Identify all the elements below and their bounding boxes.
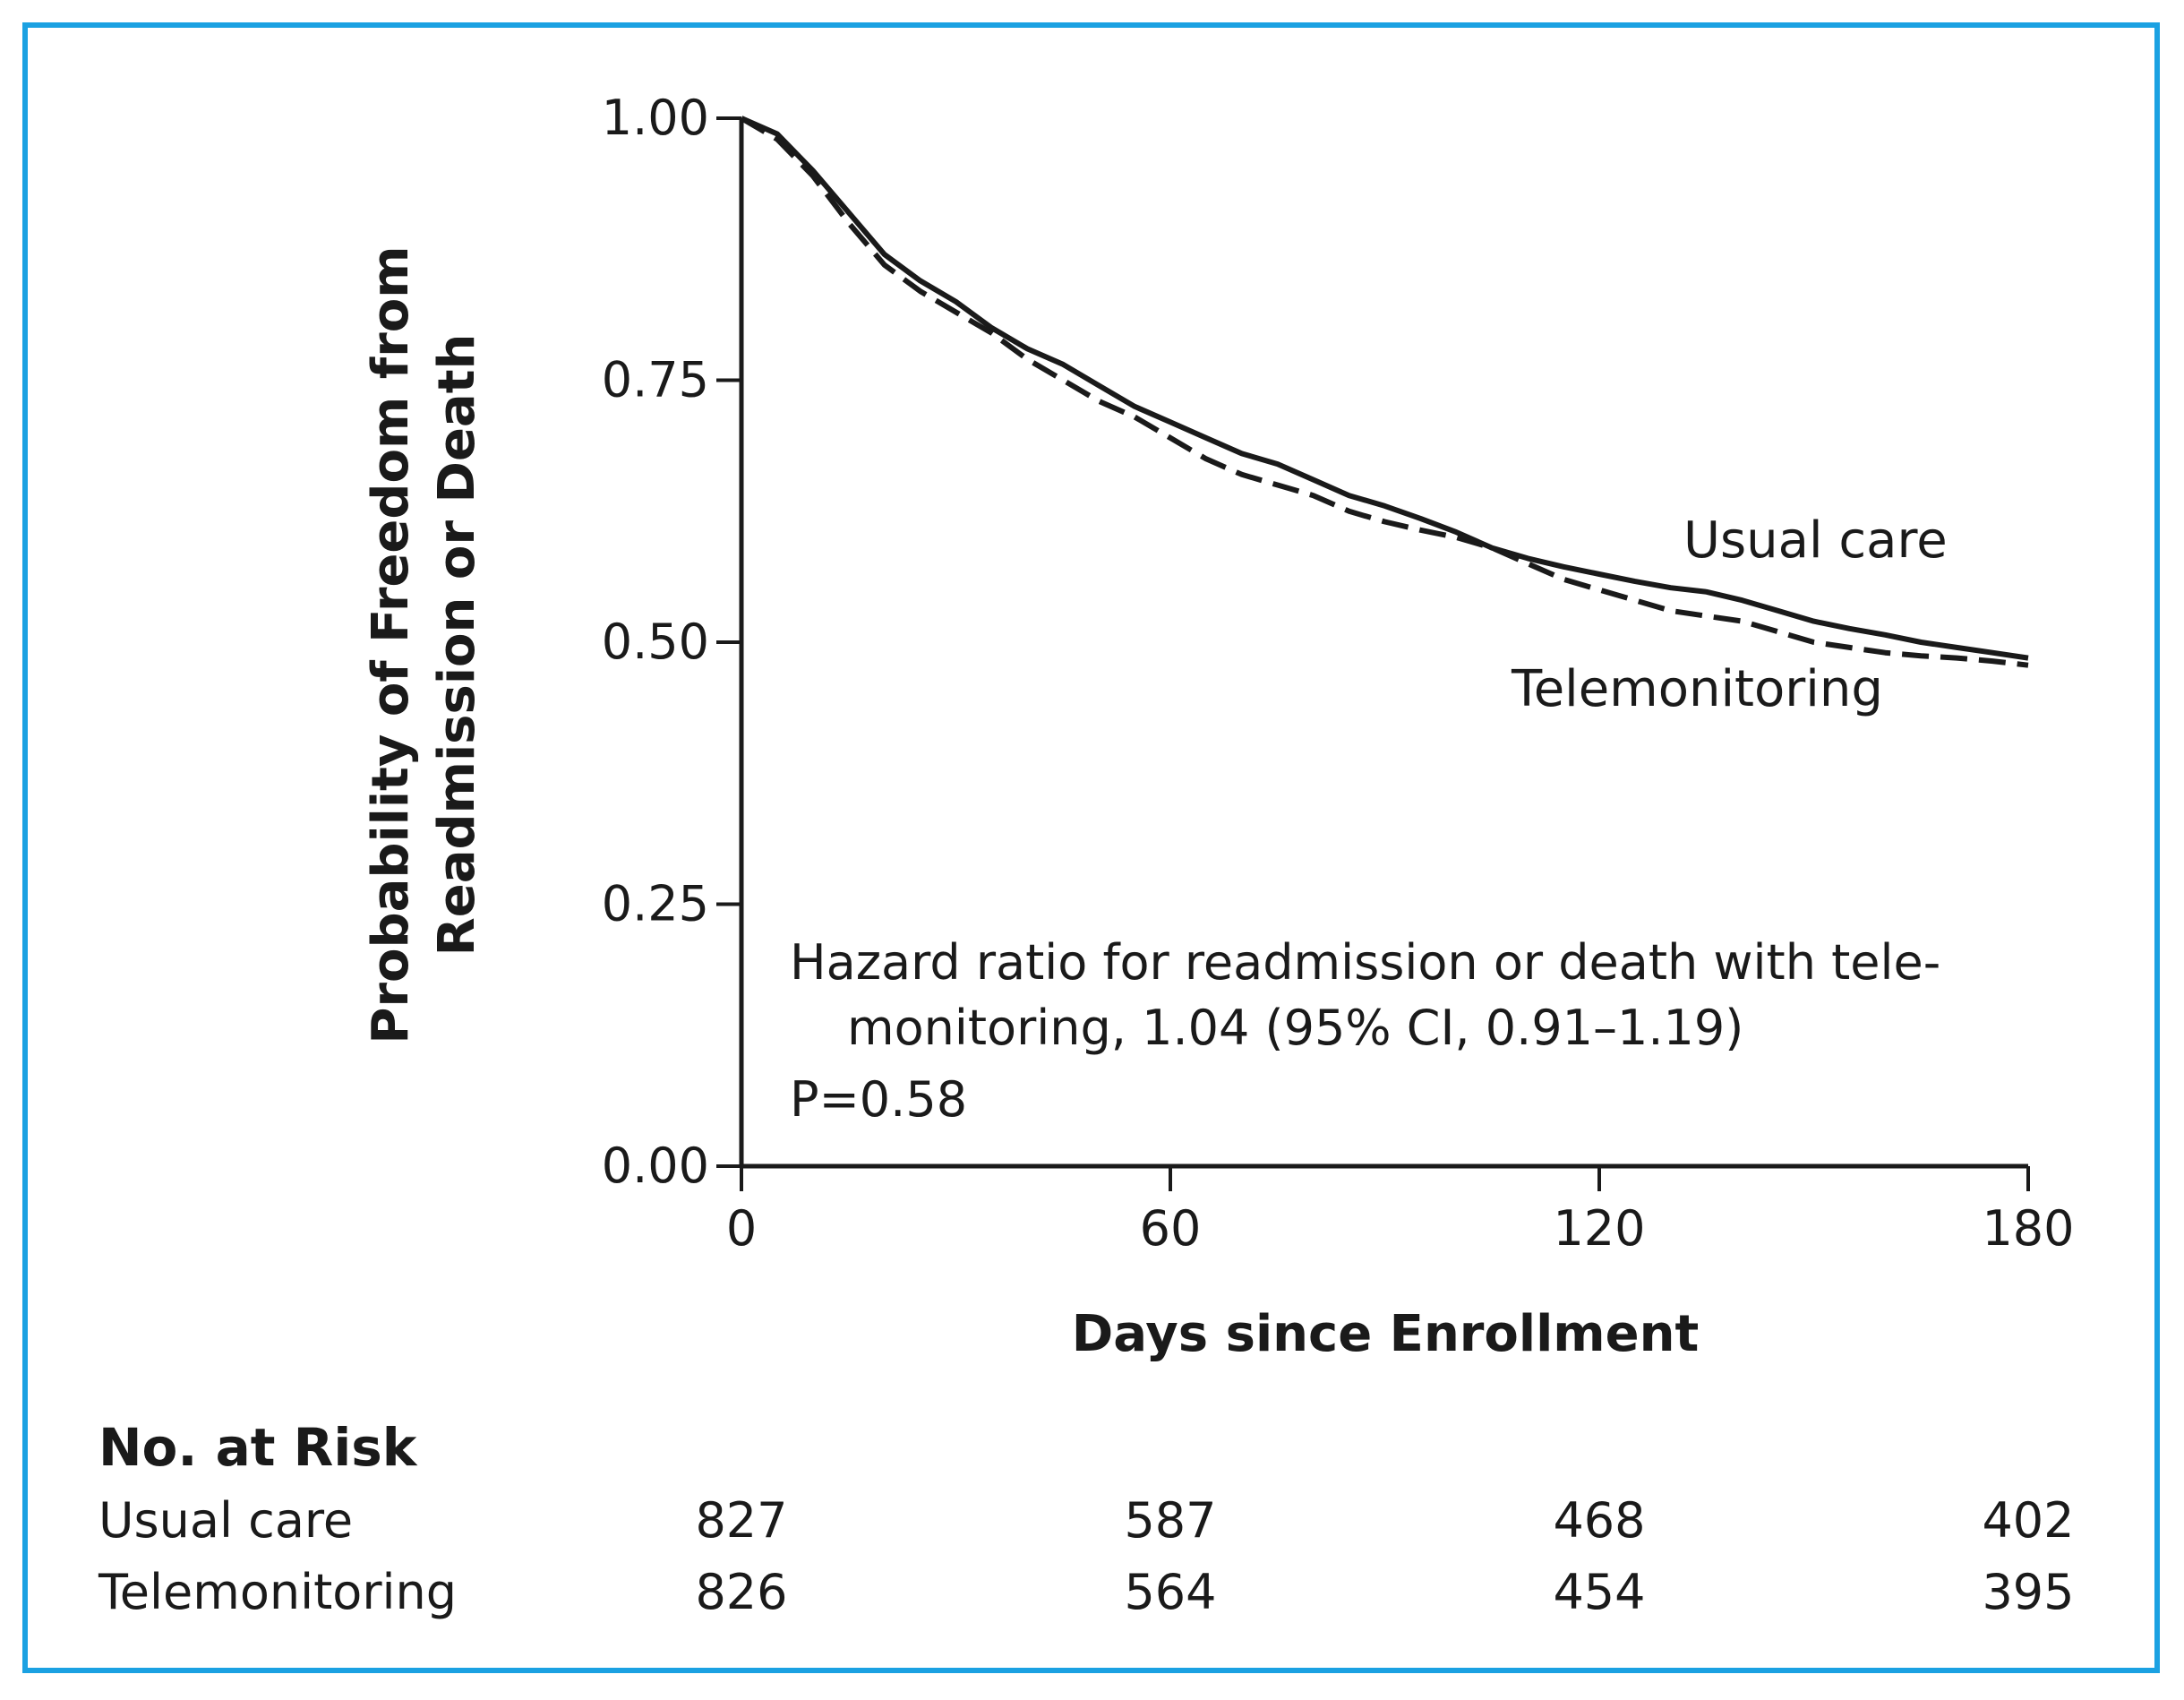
y-axis-title: Probability of Freedom from Readmission … <box>362 245 486 1043</box>
annotation-hazard-ratio-line-1: Hazard ratio for readmission or death wi… <box>790 934 1940 991</box>
at-risk-value-telemonitoring-2: 454 <box>1553 1564 1645 1620</box>
at-risk-row-label-telemonitoring: Telemonitoring <box>98 1564 457 1620</box>
x-axis: 0 60 120 180 <box>726 1163 2075 1257</box>
y-tick-label-4: 1.00 <box>602 90 709 146</box>
y-tick-label-3: 0.75 <box>602 352 709 408</box>
y-axis-title-line-2: Readmission or Death <box>428 334 486 957</box>
y-axis: 0.00 0.25 0.50 0.75 1.00 <box>602 90 744 1194</box>
series-line-usual-care <box>740 116 2029 661</box>
at-risk-value-telemonitoring-0: 826 <box>695 1564 787 1620</box>
x-axis-title: Days since Enrollment <box>1072 1305 1700 1363</box>
at-risk-value-usual-care-1: 587 <box>1124 1492 1216 1549</box>
at-risk-title: No. at Risk <box>98 1417 418 1478</box>
x-tick-label-3: 180 <box>1982 1200 2074 1257</box>
annotation-hazard-ratio-line-2: monitoring, 1.04 (95% CI, 0.91–1.19) <box>847 1000 1743 1056</box>
annotation-p-value: P=0.58 <box>790 1071 967 1128</box>
curve-label-usual-care: Usual care <box>1683 511 1948 570</box>
figure-frame <box>22 22 2160 1673</box>
y-tick-label-1: 0.25 <box>602 876 709 932</box>
y-axis-title-line-1: Probability of Freedom from <box>362 245 420 1043</box>
at-risk-values: 827 587 468 402 826 564 454 395 <box>695 1492 2074 1620</box>
series-group <box>740 116 2029 668</box>
x-tick-label-1: 60 <box>1140 1200 1202 1257</box>
at-risk-value-telemonitoring-1: 564 <box>1124 1564 1216 1620</box>
at-risk-value-usual-care-2: 468 <box>1553 1492 1645 1549</box>
at-risk-value-usual-care-0: 827 <box>695 1492 787 1549</box>
curve-label-telemonitoring: Telemonitoring <box>1511 660 1883 718</box>
x-tick-label-2: 120 <box>1553 1200 1645 1257</box>
y-tick-label-0: 0.00 <box>602 1138 709 1194</box>
at-risk-table: No. at Risk Usual care Telemonitoring 82… <box>98 1417 2075 1620</box>
at-risk-value-telemonitoring-3: 395 <box>1982 1564 2074 1620</box>
at-risk-row-label-usual-care: Usual care <box>98 1492 353 1549</box>
series-line-telemonitoring <box>740 116 2029 668</box>
x-tick-label-0: 0 <box>726 1200 757 1257</box>
y-tick-label-2: 0.50 <box>602 614 709 670</box>
at-risk-value-usual-care-3: 402 <box>1982 1492 2074 1549</box>
